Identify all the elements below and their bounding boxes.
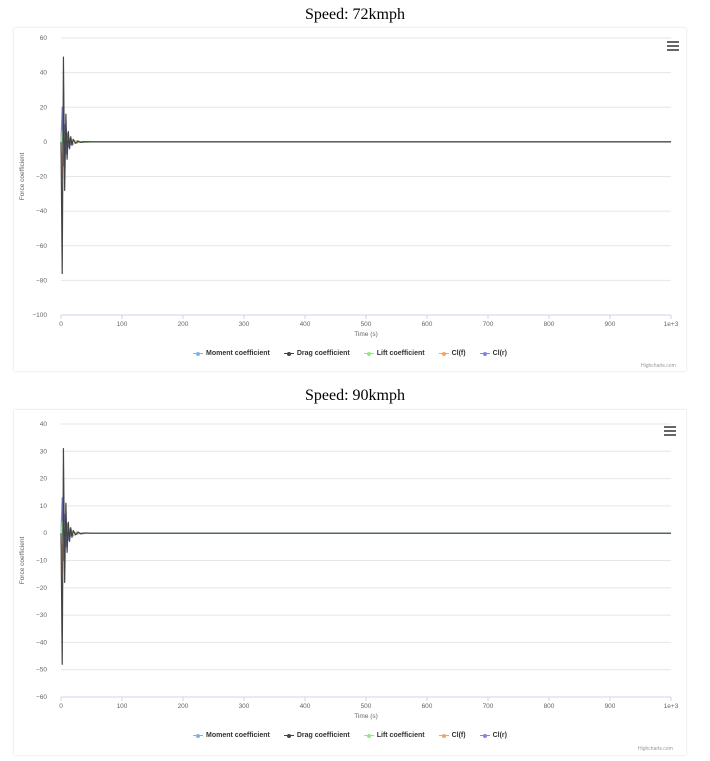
y-tick-label: −80 xyxy=(36,277,47,284)
highcharts-credit[interactable]: Highcharts.com xyxy=(641,363,676,369)
series-line-cl-r[interactable] xyxy=(60,106,671,167)
y-tick-label: −30 xyxy=(36,612,47,619)
y-tick-label: 40 xyxy=(40,70,48,77)
series-line-cl-f[interactable] xyxy=(60,113,671,179)
legend-item-clr[interactable]: Cl(r) xyxy=(479,732,507,739)
y-tick-label: −50 xyxy=(36,667,47,674)
chart-90kmph-legend: Moment coefficient Drag coefficient Lift… xyxy=(14,732,686,739)
x-tick-label: 400 xyxy=(300,321,311,328)
legend-marker-icon xyxy=(479,351,490,357)
x-tick-label: 900 xyxy=(605,703,616,710)
chart-panel-72kmph: 60 40 20 0 −20 −40 −60 −80 −100 0 100 200 300 400 500 6… xyxy=(14,28,686,371)
legend-label: Drag coefficient xyxy=(296,732,350,739)
series-line-moment-coefficient[interactable] xyxy=(60,527,671,542)
legend-marker-icon xyxy=(438,733,449,739)
x-tick-label: 200 xyxy=(178,703,189,710)
x-tick-label: 1e+3 xyxy=(664,321,679,328)
y-tick-label: 20 xyxy=(40,476,48,483)
series-line-drag-coefficient[interactable] xyxy=(60,56,671,275)
chart-72kmph-legend: Moment coefficient Drag coefficient Lift… xyxy=(14,350,686,357)
legend-marker-icon xyxy=(283,733,294,739)
y-tick-label: −10 xyxy=(36,558,47,565)
chart-panel-90kmph: 40 30 20 10 0 −10 −20 −30 −40 −50 −60 0 100 200 300 400… xyxy=(14,410,686,755)
legend-item-moment-coefficient[interactable]: Moment coefficient xyxy=(193,350,270,357)
x-tick-label: 500 xyxy=(361,703,372,710)
chart-title-90kmph: Speed: 90kmph xyxy=(305,387,405,404)
legend-marker-icon xyxy=(363,733,374,739)
legend-item-clr[interactable]: Cl(r) xyxy=(479,350,507,357)
y-tick-label: −100 xyxy=(32,312,47,319)
x-axis-title: Time (s) xyxy=(354,713,378,720)
legend-item-lift-coefficient[interactable]: Lift coefficient xyxy=(363,732,425,739)
hamburger-menu-icon[interactable] xyxy=(667,41,679,51)
legend-label: Cl(r) xyxy=(492,350,507,357)
legend-item-clf[interactable]: Cl(f) xyxy=(438,350,466,357)
y-tick-label: −60 xyxy=(36,694,47,701)
y-tick-label: −40 xyxy=(36,639,47,646)
x-tick-label: 600 xyxy=(422,703,433,710)
y-tick-label: 0 xyxy=(43,530,47,537)
y-tick-label: −40 xyxy=(36,208,47,215)
y-tick-label: 20 xyxy=(40,104,48,111)
x-tick-label: 1e+3 xyxy=(664,703,679,710)
y-tick-label: −60 xyxy=(36,243,47,250)
x-tick-label: 400 xyxy=(300,703,311,710)
x-tick-label: 800 xyxy=(544,703,555,710)
legend-label: Lift coefficient xyxy=(376,732,425,739)
y-tick-label: 0 xyxy=(43,139,47,146)
series-line-cl-f[interactable] xyxy=(60,502,671,573)
legend-item-clf[interactable]: Cl(f) xyxy=(438,732,466,739)
legend-marker-icon xyxy=(438,351,449,357)
legend-label: Moment coefficient xyxy=(206,732,270,739)
legend-label: Cl(f) xyxy=(451,350,466,357)
series-line-drag-coefficient[interactable] xyxy=(60,447,671,665)
x-tick-label: 300 xyxy=(239,703,250,710)
x-tick-label: 200 xyxy=(178,321,189,328)
y-tick-label: 30 xyxy=(40,448,48,455)
series-line-moment-coefficient[interactable] xyxy=(60,136,671,150)
hamburger-menu-icon[interactable] xyxy=(664,426,676,436)
legend-marker-icon xyxy=(479,733,490,739)
x-tick-label: 0 xyxy=(59,321,63,328)
legend-item-lift-coefficient[interactable]: Lift coefficient xyxy=(363,350,425,357)
highcharts-credit[interactable]: Highcharts.com xyxy=(638,746,673,752)
x-tick-label: 100 xyxy=(117,321,128,328)
y-tick-label: −20 xyxy=(36,585,47,592)
series-line-cl-r[interactable] xyxy=(60,497,671,562)
x-axis-title: Time (s) xyxy=(354,331,378,338)
chart-title-72kmph: Speed: 72kmph xyxy=(305,6,405,23)
y-tick-label: 10 xyxy=(40,503,48,510)
x-tick-label: 800 xyxy=(544,321,555,328)
x-tick-label: 900 xyxy=(605,321,616,328)
x-tick-label: 0 xyxy=(59,703,63,710)
legend-marker-icon xyxy=(283,351,294,357)
legend-marker-icon xyxy=(363,351,374,357)
x-tick-label: 700 xyxy=(483,321,494,328)
x-tick-label: 500 xyxy=(361,321,372,328)
legend-item-drag-coefficient[interactable]: Drag coefficient xyxy=(283,732,350,739)
x-tick-label: 700 xyxy=(483,703,494,710)
y-axis-title: Force coefficient xyxy=(19,153,26,201)
legend-label: Cl(f) xyxy=(451,732,466,739)
x-tick-label: 100 xyxy=(117,703,128,710)
x-tick-label: 600 xyxy=(422,321,433,328)
legend-marker-icon xyxy=(193,351,204,357)
y-tick-label: 60 xyxy=(40,35,48,42)
legend-label: Lift coefficient xyxy=(376,350,425,357)
legend-label: Cl(r) xyxy=(492,732,507,739)
legend-item-drag-coefficient[interactable]: Drag coefficient xyxy=(283,350,350,357)
x-tick-label: 300 xyxy=(239,321,250,328)
y-tick-label: 40 xyxy=(40,421,48,428)
legend-label: Drag coefficient xyxy=(296,350,350,357)
legend-item-moment-coefficient[interactable]: Moment coefficient xyxy=(193,732,270,739)
y-axis-title: Force coefficient xyxy=(19,537,26,585)
legend-label: Moment coefficient xyxy=(206,350,270,357)
y-tick-label: −20 xyxy=(36,174,47,181)
legend-marker-icon xyxy=(193,733,204,739)
